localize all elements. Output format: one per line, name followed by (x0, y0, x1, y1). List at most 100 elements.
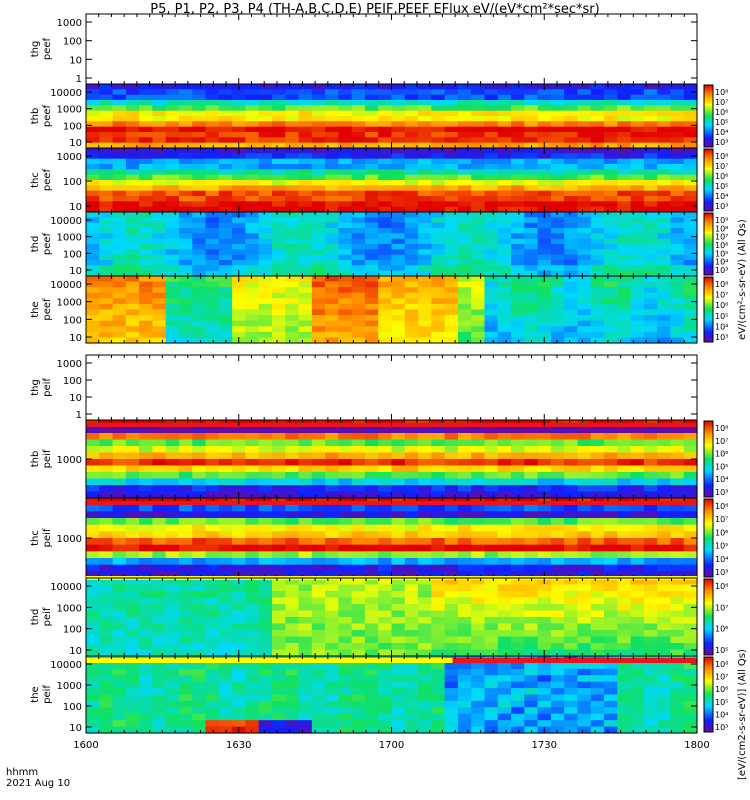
heatmap-cell (550, 185, 565, 192)
heatmap-cell (457, 452, 472, 460)
heatmap-cell (657, 478, 672, 486)
heatmap-cell (550, 121, 565, 128)
heatmap-cell (577, 623, 592, 631)
heatmap-cell (404, 249, 419, 256)
heatmap-cell (657, 196, 672, 202)
heatmap-cell (152, 254, 167, 261)
heatmap-cell (537, 643, 552, 651)
heatmap-cell (550, 544, 565, 552)
heatmap-cell (311, 228, 326, 234)
heatmap-cell (431, 524, 446, 532)
heatmap-cell (617, 281, 632, 288)
heatmap-cell (285, 591, 300, 599)
heatmap-cell (604, 174, 618, 181)
heatmap-cell (444, 206, 459, 213)
colorbar-tick-label: 10⁴ (715, 555, 728, 564)
heatmap-cell (378, 110, 393, 117)
heatmap-cell (683, 105, 698, 112)
heatmap-cell (537, 630, 552, 638)
heatmap-cell (683, 190, 698, 197)
heatmap-cell (245, 623, 260, 631)
heatmap-cell (298, 137, 313, 144)
heatmap-cell (364, 276, 379, 283)
heatmap-cell (590, 604, 605, 612)
heatmap-cell (364, 142, 379, 149)
heatmap-cell (112, 180, 127, 186)
heatmap-cell (112, 518, 127, 526)
heatmap-cell (617, 89, 632, 96)
heatmap-cell (617, 169, 632, 176)
heatmap-cell (232, 292, 246, 299)
heatmap-cell (338, 84, 353, 90)
heatmap-cell (152, 571, 167, 579)
heatmap-cell (431, 320, 446, 327)
heatmap-cell (325, 446, 339, 454)
heatmap-cell (404, 148, 419, 154)
heatmap-cell (604, 504, 618, 512)
heatmap-cell (364, 217, 379, 224)
heatmap-cell (338, 164, 353, 170)
heatmap-cell (178, 206, 193, 213)
heatmap-cell (325, 158, 339, 165)
heatmap-cell (670, 326, 685, 333)
heatmap-cell (178, 100, 193, 106)
heatmap-cell (404, 217, 419, 224)
heatmap-cell (577, 331, 592, 339)
heatmap-cell (577, 518, 592, 526)
heatmap-cell (683, 439, 698, 447)
heatmap-cell (125, 578, 140, 586)
heatmap-cell (577, 180, 592, 186)
heatmap-cell (511, 121, 525, 128)
heatmap-cell (431, 116, 446, 122)
heatmap-cell (139, 249, 154, 256)
heatmap-cell (630, 276, 645, 283)
heatmap-cell (125, 610, 140, 618)
heatmap-cell (431, 337, 446, 344)
heatmap-cell (205, 233, 220, 240)
heatmap-cell (670, 298, 685, 305)
heatmap-cell (630, 485, 645, 493)
heatmap-cell (431, 478, 446, 486)
heatmap-cell (325, 491, 339, 499)
heatmap-cell (550, 636, 565, 644)
heatmap-cell (391, 320, 406, 327)
heatmap-cell (564, 610, 579, 618)
heatmap-cell (497, 617, 512, 625)
heatmap-cell (192, 132, 207, 138)
heatmap-cell (484, 604, 499, 612)
heatmap-cell (577, 597, 592, 605)
heatmap-cell (205, 337, 220, 344)
heatmap-cell (285, 604, 300, 612)
heatmap-cell (657, 630, 672, 638)
heatmap-cell (218, 121, 233, 128)
heatmap-cell (643, 643, 658, 651)
heatmap-cell (152, 298, 167, 305)
heatmap-cell (497, 504, 512, 512)
heatmap-cell (139, 174, 154, 181)
heatmap-cell (590, 233, 605, 240)
heatmap-cell (351, 538, 366, 546)
heatmap-cell (205, 190, 220, 197)
heatmap-cell (617, 597, 632, 605)
heatmap-cell (657, 217, 672, 224)
heatmap-cell (404, 518, 419, 526)
heatmap-cell (325, 212, 339, 218)
heatmap-cell (192, 281, 207, 288)
heatmap-cell (232, 446, 246, 454)
heatmap-cell (245, 217, 260, 224)
heatmap-cell (564, 84, 579, 90)
heatmap-cell (311, 485, 326, 493)
heatmap-cell (325, 254, 339, 261)
heatmap-cell (125, 472, 140, 480)
heatmap-cell (165, 116, 180, 122)
heatmap-cell (378, 604, 393, 612)
heatmap-cell (232, 331, 246, 339)
heatmap-cell (364, 254, 379, 261)
heatmap-cell (178, 238, 193, 245)
heatmap-cell (497, 298, 512, 305)
heatmap-cell (178, 276, 193, 283)
heatmap-cell (152, 265, 167, 272)
heatmap-cell (99, 281, 114, 288)
heatmap-cell (391, 185, 406, 192)
